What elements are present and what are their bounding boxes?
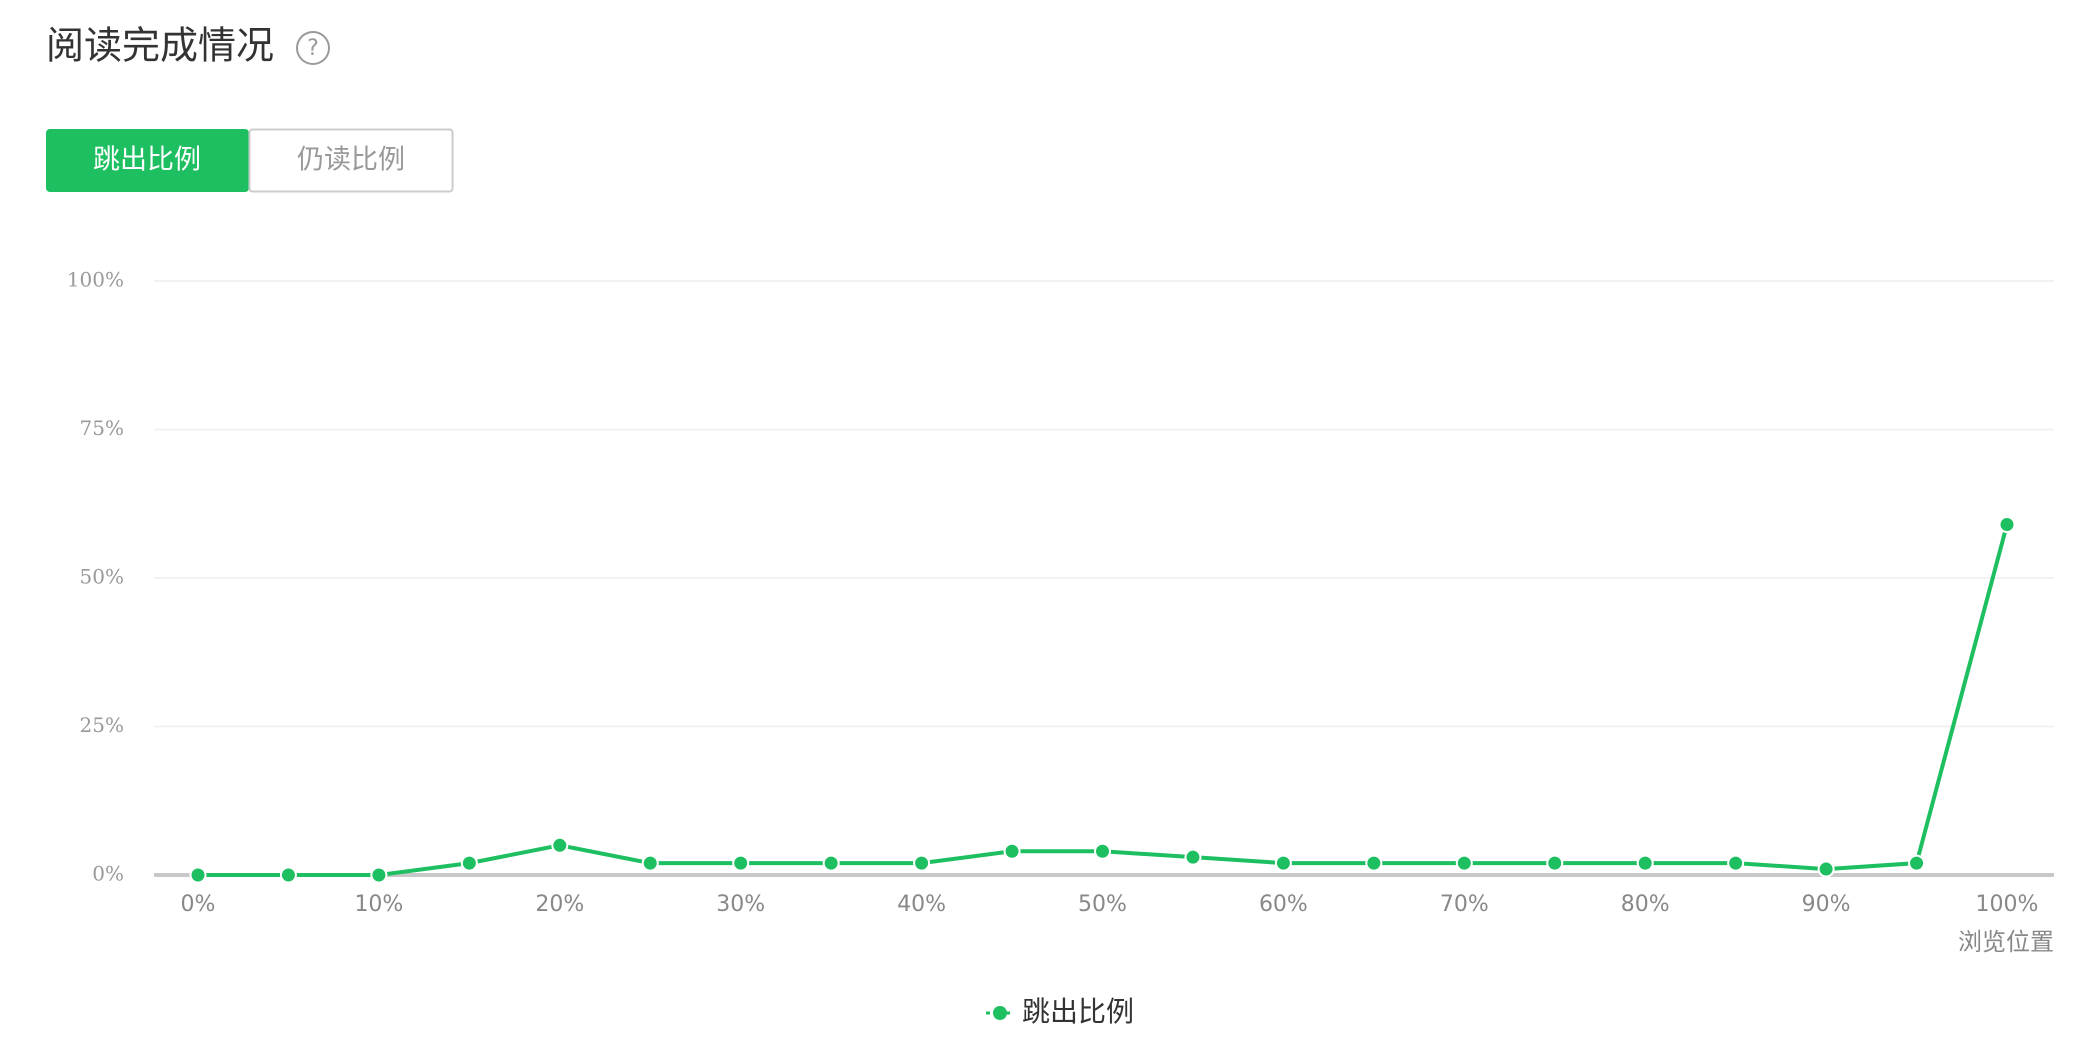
x-tick-label: 30% — [716, 892, 765, 917]
x-tick-label: 40% — [897, 892, 946, 917]
x-tick-label: 20% — [535, 892, 584, 917]
legend-label: 跳出比例 — [1022, 995, 1134, 1028]
y-tick-label: 25% — [80, 713, 124, 737]
y-tick-label: 0% — [92, 862, 124, 886]
data-point — [1094, 842, 1111, 860]
data-point — [913, 854, 931, 872]
data-point — [189, 866, 207, 884]
series-line — [198, 524, 2009, 877]
data-point — [1727, 854, 1745, 872]
data-point — [460, 854, 478, 872]
data-point — [822, 854, 840, 872]
x-tick-label: 100% — [1976, 892, 2039, 917]
data-point — [1908, 854, 1926, 872]
data-point — [1817, 860, 1835, 878]
y-tick-label: 75% — [80, 416, 124, 440]
data-point — [1274, 854, 1292, 872]
data-point — [1546, 854, 1564, 872]
data-point — [732, 854, 750, 872]
tab-label[interactable]: 仍读比例 — [297, 145, 405, 176]
tab-label[interactable]: 跳出比例 — [93, 145, 201, 176]
tab[interactable] — [248, 128, 454, 193]
x-tick-label: 70% — [1440, 892, 1489, 917]
x-tick-label: 80% — [1621, 892, 1670, 917]
x-tick-label: 0% — [181, 892, 216, 917]
x-tick-label: 10% — [354, 892, 403, 917]
page-title: 阅读完成情况 — [46, 24, 274, 68]
help-icon-text[interactable]: ? — [307, 36, 319, 61]
y-tick-label: 100% — [67, 268, 124, 292]
legend-marker — [993, 1006, 1007, 1020]
data-point — [1184, 848, 1202, 866]
help-icon[interactable] — [296, 31, 330, 65]
data-point — [1455, 854, 1473, 872]
data-point — [1003, 842, 1021, 860]
data-point — [1365, 854, 1383, 872]
x-tick-label: 60% — [1259, 892, 1308, 917]
data-point — [1998, 516, 2016, 534]
x-tick-label: 50% — [1078, 892, 1127, 917]
data-point — [551, 836, 569, 854]
data-point — [279, 866, 297, 884]
data-point — [370, 866, 388, 884]
x-tick-label: 90% — [1802, 892, 1851, 917]
data-point — [641, 854, 659, 872]
tab-active[interactable] — [46, 129, 249, 192]
data-point — [1636, 854, 1654, 872]
x-axis-label: 浏览位置 — [1958, 928, 2054, 956]
y-tick-label: 50% — [80, 565, 124, 589]
